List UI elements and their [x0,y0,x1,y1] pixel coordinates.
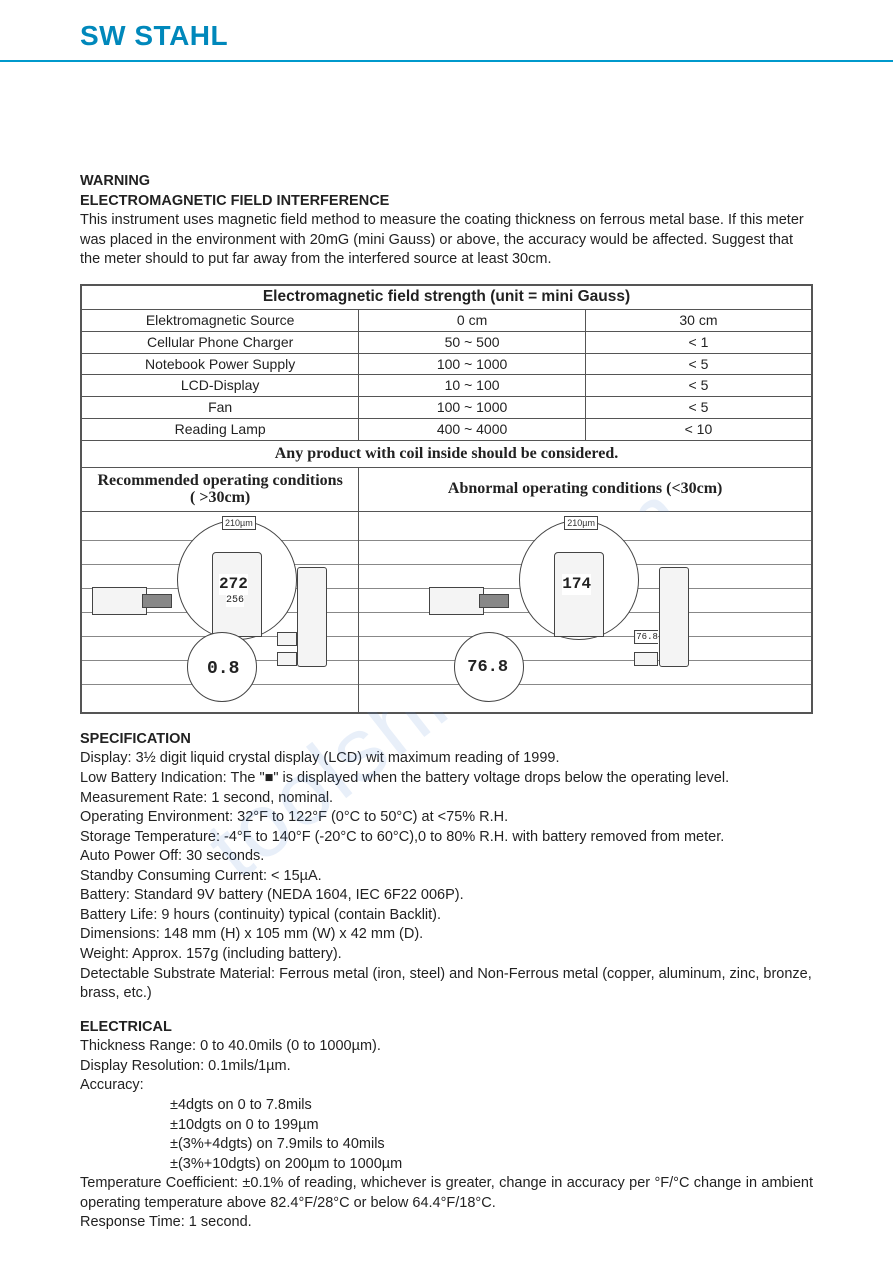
em-table: Electromagnetic field strength (unit = m… [80,284,813,714]
table-row: LCD-Display10 ~ 100< 5 [81,375,812,397]
spec-line: Battery: Standard 9V battery (NEDA 1604,… [80,886,813,906]
warning-section: WARNING ELECTROMAGNETIC FIELD INTERFEREN… [80,172,813,270]
spec-line: Weight: Approx. 157g (including battery)… [80,945,813,965]
spec-line: Low Battery Indication: The "■" is displ… [80,769,813,789]
accuracy-line: ±4dgts on 0 to 7.8mils [80,1096,813,1116]
page-content: WARNING ELECTROMAGNETIC FIELD INTERFEREN… [0,62,893,1273]
em-table-header-row: Elektromagnetic Source 0 cm 30 cm [81,309,812,331]
table-row: Notebook Power Supply100 ~ 1000< 5 [81,353,812,375]
specification-section: SPECIFICATION Display: 3½ digit liquid c… [80,730,813,1004]
em-col-0: Elektromagnetic Source [81,309,359,331]
spec-line: Measurement Rate: 1 second, nominal. [80,789,813,809]
spec-line: Detectable Substrate Material: Ferrous m… [80,965,813,1004]
elec-line: Accuracy: [80,1076,813,1096]
diagram-row: 210µm 272 256 0.8 [81,511,812,713]
diagram-left: 210µm 272 256 0.8 [81,511,359,713]
em-table-title: Electromagnetic field strength (unit = m… [81,285,812,309]
em-col-2: 30 cm [585,309,812,331]
accuracy-line: ±(3%+10dgts) on 200µm to 1000µm [80,1155,813,1175]
elec-tail: Response Time: 1 second. [80,1213,813,1233]
elec-tail: Temperature Coefficient: ±0.1% of readin… [80,1174,813,1213]
diagram-right: 210µm 174 76.8 76.8 [359,511,812,713]
accuracy-line: ±10dgts on 0 to 199µm [80,1116,813,1136]
warning-body: This instrument uses magnetic field meth… [80,211,813,270]
accuracy-line: ±(3%+4dgts) on 7.9mils to 40mils [80,1135,813,1155]
diag-right-title: Abnormal operating conditions (<30cm) [359,467,812,511]
warning-subtitle: ELECTROMAGNETIC FIELD INTERFERENCE [80,192,813,212]
spec-line: Dimensions: 148 mm (H) x 105 mm (W) x 42… [80,925,813,945]
spec-title: SPECIFICATION [80,730,813,750]
table-row: Cellular Phone Charger50 ~ 500< 1 [81,331,812,353]
spec-line: Storage Temperature: -4°F to 140°F (-20°… [80,828,813,848]
elec-title: ELECTRICAL [80,1018,813,1038]
elec-line: Display Resolution: 0.1mils/1µm. [80,1057,813,1077]
spec-line: Operating Environment: 32°F to 122°F (0°… [80,808,813,828]
warning-title: WARNING [80,172,813,192]
table-row: Fan100 ~ 1000< 5 [81,397,812,419]
elec-line: Thickness Range: 0 to 40.0mils (0 to 100… [80,1037,813,1057]
page-header: SW STAHL [0,0,893,62]
spec-line: Display: 3½ digit liquid crystal display… [80,749,813,769]
table-row: Reading Lamp400 ~ 4000< 10 [81,419,812,441]
diagram-header-row: Recommended operating conditions( >30cm)… [81,467,812,511]
em-table-note-row: Any product with coil inside should be c… [81,441,812,468]
spec-line: Battery Life: 9 hours (continuity) typic… [80,906,813,926]
spec-line: Standby Consuming Current: < 15µA. [80,867,813,887]
electrical-section: ELECTRICAL Thickness Range: 0 to 40.0mil… [80,1018,813,1233]
em-col-1: 0 cm [359,309,586,331]
brand-logo: SW STAHL [80,20,893,52]
diag-left-title: Recommended operating conditions( >30cm) [81,467,359,511]
spec-line: Auto Power Off: 30 seconds. [80,847,813,867]
